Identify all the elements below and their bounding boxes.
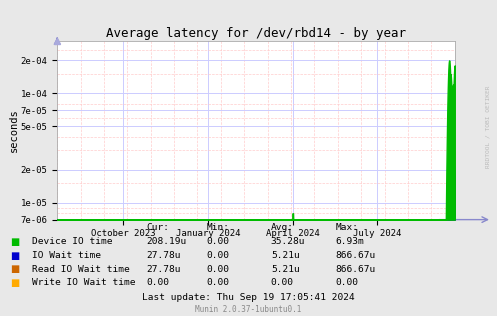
Text: Device IO time: Device IO time xyxy=(32,237,113,246)
Text: ■: ■ xyxy=(10,264,19,274)
Text: Write IO Wait time: Write IO Wait time xyxy=(32,278,136,287)
Text: 0.00: 0.00 xyxy=(271,278,294,287)
Text: 0.00: 0.00 xyxy=(147,278,169,287)
Y-axis label: seconds: seconds xyxy=(9,108,19,152)
Title: Average latency for /dev/rbd14 - by year: Average latency for /dev/rbd14 - by year xyxy=(106,27,406,40)
Text: ■: ■ xyxy=(10,277,19,288)
Text: 0.00: 0.00 xyxy=(206,265,229,274)
Text: 0.00: 0.00 xyxy=(206,237,229,246)
Text: 866.67u: 866.67u xyxy=(335,252,376,260)
Text: Cur:: Cur: xyxy=(147,223,169,232)
Text: Min:: Min: xyxy=(206,223,229,232)
Text: Avg:: Avg: xyxy=(271,223,294,232)
Text: 35.28u: 35.28u xyxy=(271,237,305,246)
Text: 0.00: 0.00 xyxy=(335,278,358,287)
Text: 0.00: 0.00 xyxy=(206,278,229,287)
Text: Read IO Wait time: Read IO Wait time xyxy=(32,265,130,274)
Text: 5.21u: 5.21u xyxy=(271,252,300,260)
Text: IO Wait time: IO Wait time xyxy=(32,252,101,260)
Text: 0.00: 0.00 xyxy=(206,252,229,260)
Text: ■: ■ xyxy=(10,237,19,247)
Text: 208.19u: 208.19u xyxy=(147,237,187,246)
Text: 866.67u: 866.67u xyxy=(335,265,376,274)
Text: Max:: Max: xyxy=(335,223,358,232)
Text: 6.93m: 6.93m xyxy=(335,237,364,246)
Text: 27.78u: 27.78u xyxy=(147,252,181,260)
Text: Last update: Thu Sep 19 17:05:41 2024: Last update: Thu Sep 19 17:05:41 2024 xyxy=(142,293,355,301)
Text: RRDTOOL / TOBI OETIKER: RRDTOOL / TOBI OETIKER xyxy=(486,85,491,168)
Text: ■: ■ xyxy=(10,251,19,261)
Text: 27.78u: 27.78u xyxy=(147,265,181,274)
Text: 5.21u: 5.21u xyxy=(271,265,300,274)
Text: Munin 2.0.37-1ubuntu0.1: Munin 2.0.37-1ubuntu0.1 xyxy=(195,305,302,313)
